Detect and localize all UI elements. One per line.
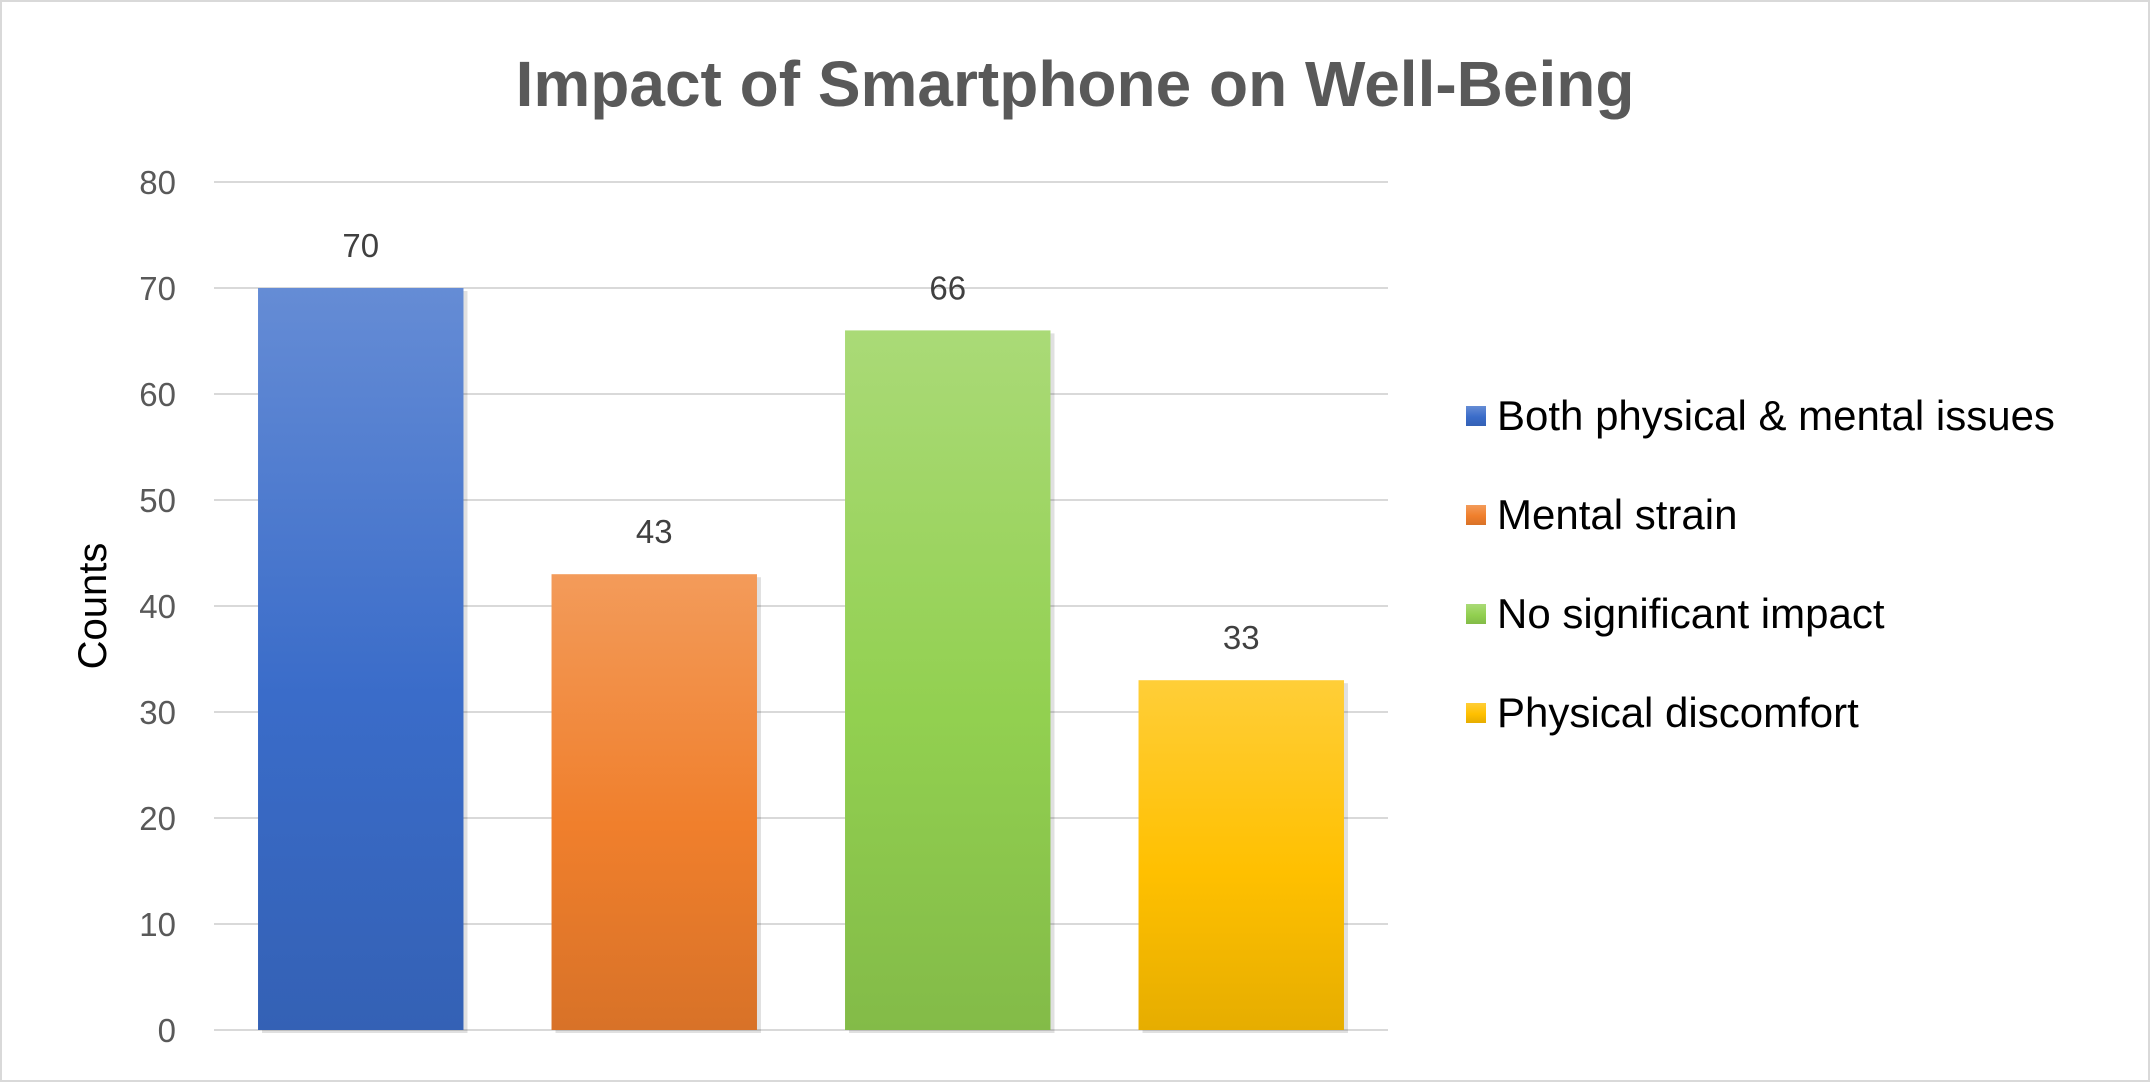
bar-value-label: 66	[929, 269, 966, 306]
bar-value-label: 43	[636, 513, 673, 550]
bars	[258, 288, 1348, 1033]
bar-value-label: 70	[342, 227, 379, 264]
legend: Both physical & mental issues Mental stra…	[1466, 392, 2055, 736]
chart-title: Impact of Smartphone on Well-Being	[516, 48, 1635, 120]
y-tick-label: 0	[158, 1012, 176, 1049]
legend-swatch	[1466, 505, 1486, 525]
y-axis-label: Counts	[71, 543, 115, 670]
legend-swatch	[1466, 406, 1486, 426]
legend-label: No significant impact	[1497, 590, 1885, 637]
legend-label: Mental strain	[1497, 491, 1737, 538]
bar	[551, 574, 757, 1030]
y-tick-label: 70	[139, 270, 176, 307]
y-tick-label: 80	[139, 164, 176, 201]
legend-label: Physical discomfort	[1497, 689, 1859, 736]
legend-swatch	[1466, 703, 1486, 723]
y-tick-label: 10	[139, 906, 176, 943]
y-tick-label: 60	[139, 376, 176, 413]
bar	[845, 330, 1051, 1030]
bar-value-label: 33	[1223, 619, 1260, 656]
data-labels: 70 43 66 33	[342, 227, 1259, 656]
bar	[258, 288, 464, 1030]
y-axis-ticks: 0 10 20 30 40 50 60 70 80	[139, 164, 176, 1049]
y-tick-label: 50	[139, 482, 176, 519]
legend-swatch	[1466, 604, 1486, 624]
legend-label: Both physical & mental issues	[1497, 392, 2055, 439]
bar	[1138, 680, 1344, 1030]
y-tick-label: 30	[139, 694, 176, 731]
y-tick-label: 40	[139, 588, 176, 625]
y-tick-label: 20	[139, 800, 176, 837]
